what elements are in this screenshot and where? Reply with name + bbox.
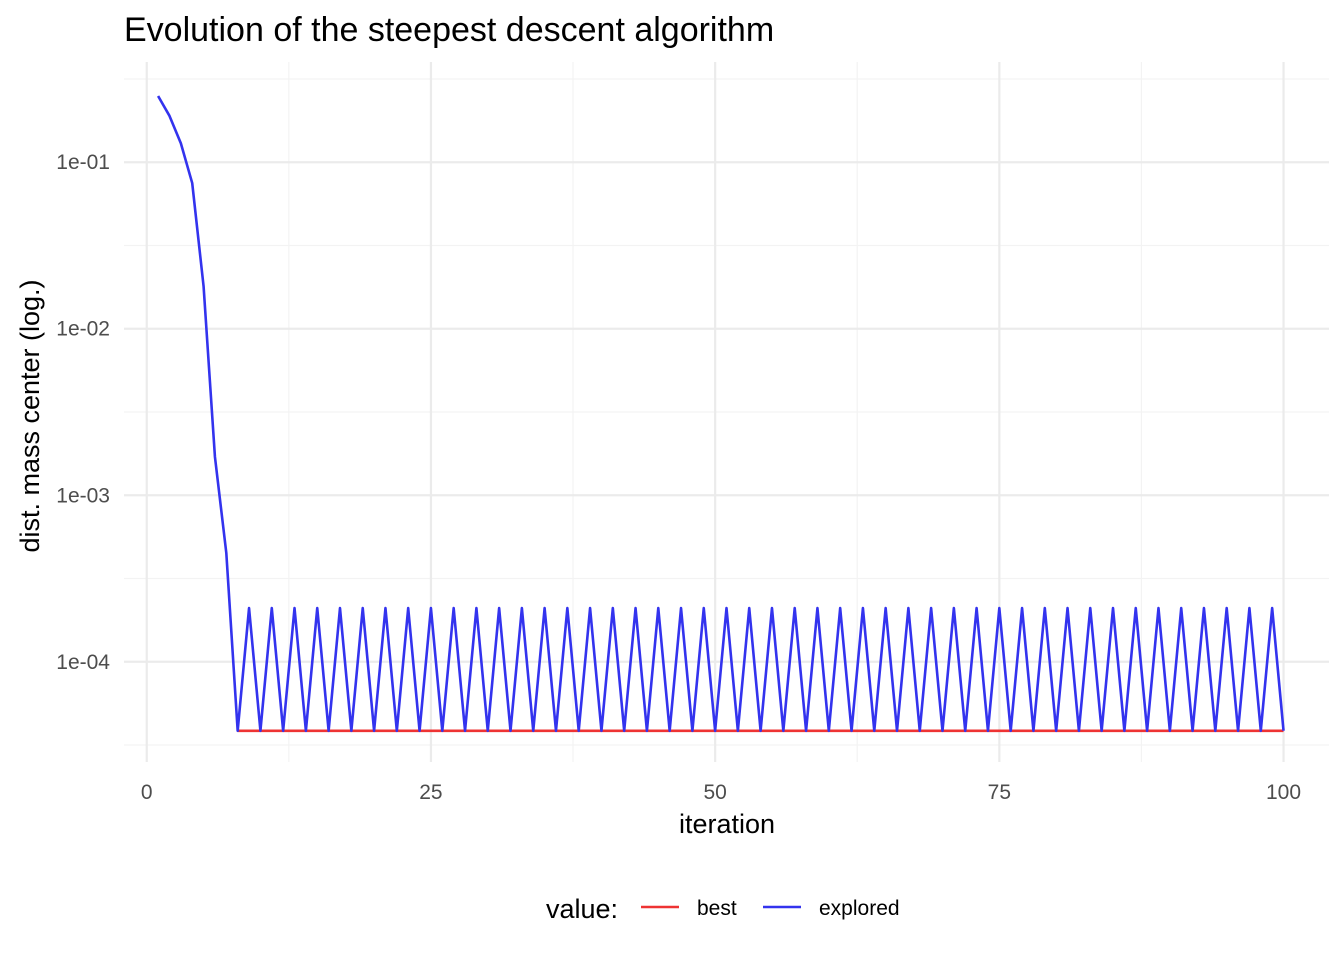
x-tick-label: 75 <box>988 781 1011 804</box>
series-lines <box>156 95 1285 733</box>
minor-gridlines <box>124 62 1329 762</box>
legend: value: best explored <box>546 894 900 924</box>
y-tick-label: 1e-04 <box>56 651 110 674</box>
legend-items: best explored <box>641 897 900 920</box>
y-tick-label: 1e-03 <box>56 484 110 507</box>
y-axis-title: dist. mass center (log.) <box>15 279 45 552</box>
y-tick-label: 1e-02 <box>56 318 110 341</box>
y-tick-label: 1e-01 <box>56 151 110 174</box>
legend-title: value: <box>546 894 618 924</box>
x-tick-label: 0 <box>141 781 153 804</box>
y-axis-tick-labels: 1e-04 1e-03 1e-02 1e-01 <box>56 151 110 674</box>
chart-title: Evolution of the steepest descent algori… <box>124 11 774 49</box>
legend-label-explored: explored <box>819 897 900 920</box>
x-tick-label: 100 <box>1266 781 1301 804</box>
x-tick-label: 25 <box>419 781 442 804</box>
legend-label-best: best <box>697 897 737 920</box>
major-gridlines <box>124 62 1329 762</box>
x-axis-tick-labels: 0 25 50 75 100 <box>141 781 1301 804</box>
series-line-explored <box>156 95 1285 733</box>
x-tick-label: 50 <box>703 781 726 804</box>
x-axis-title: iteration <box>679 809 775 839</box>
